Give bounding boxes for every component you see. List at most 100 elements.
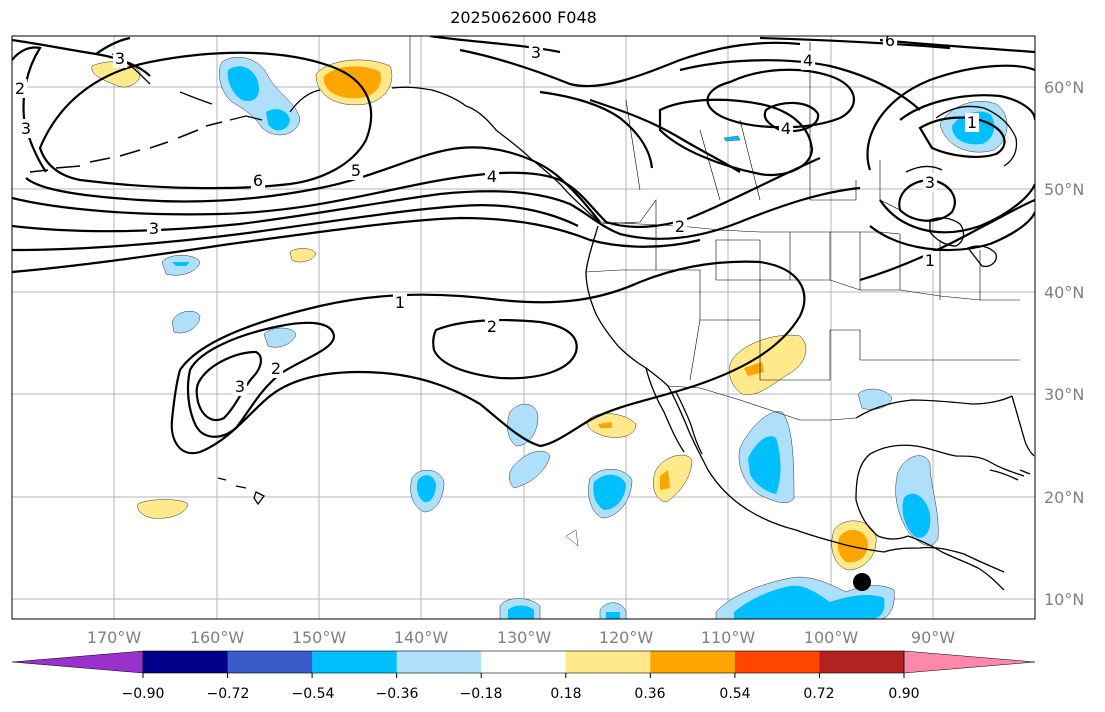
longitude-labels: 170°W 160°W 150°W 140°W 130°W 120°W 110°… <box>87 628 955 647</box>
contour-label: 1 <box>925 251 935 270</box>
lon-label: 90°W <box>911 628 955 647</box>
lon-label: 130°W <box>497 628 552 647</box>
colorbar-extend-low <box>11 650 144 674</box>
shade-negative-pacific-2 <box>171 310 201 334</box>
colorbar-segment <box>481 651 567 673</box>
contour-label-background <box>922 251 938 270</box>
contour-label-background <box>922 173 938 192</box>
lon-label: 160°W <box>190 628 245 647</box>
contour-label-background <box>250 171 266 190</box>
contour-2-pacific <box>432 319 578 380</box>
contour-label-background <box>268 359 284 378</box>
contour-label: 3 <box>115 49 125 68</box>
lat-label: 40°N <box>1044 283 1084 302</box>
colorbar <box>11 650 1036 678</box>
contour-label-background <box>392 293 408 312</box>
political-borders <box>409 36 1020 421</box>
contour-label: 3 <box>21 119 31 138</box>
contour-6 <box>38 51 373 190</box>
contour-lines <box>12 36 1035 455</box>
contour-label-background <box>112 49 128 68</box>
colorbar-tick-label: 0.54 <box>719 686 750 702</box>
contour-4 <box>12 156 821 229</box>
colorbar-tick-label: −0.72 <box>207 686 250 702</box>
lon-label: 150°W <box>292 628 347 647</box>
contour-3-canada <box>459 41 801 88</box>
colorbar-segment <box>650 651 736 673</box>
contour-5 <box>25 146 601 223</box>
contour-label-background <box>672 217 688 236</box>
contour-label: 3 <box>925 173 935 192</box>
contour-label-background <box>232 377 248 396</box>
colorbar-segment <box>565 651 651 673</box>
colorbar-segment <box>396 651 482 673</box>
shade-negative-baja-2 <box>509 450 551 489</box>
figure-title: 2025062600 F048 <box>450 8 597 27</box>
contour-2-canada <box>539 90 741 173</box>
contour-label: 4 <box>487 167 497 186</box>
contour-label-background <box>348 161 364 180</box>
colorbar-tick-label: −0.54 <box>292 686 335 702</box>
colorbar-segment <box>227 651 313 673</box>
contour-1-pacific <box>170 260 806 455</box>
contour-label-background <box>528 43 544 62</box>
colorbar-tick-label: 0.36 <box>634 686 665 702</box>
colorbar-tick-label: −0.18 <box>460 686 503 702</box>
colorbar-extend-high <box>903 650 1036 674</box>
contour-label: 4 <box>803 51 813 70</box>
lon-label: 170°W <box>87 628 142 647</box>
shade-negative-baja-1 <box>507 404 539 447</box>
shade-positive-pacific-1 <box>289 248 317 263</box>
lon-label: 120°W <box>599 628 654 647</box>
contour-label-background <box>800 51 816 70</box>
contour-label: 2 <box>15 79 25 98</box>
contour-label: 1 <box>395 293 405 312</box>
contour-4-canada <box>658 98 814 176</box>
contour-label: 2 <box>271 359 281 378</box>
colorbar-segment <box>819 651 905 673</box>
colorbar-tick-label: −0.90 <box>122 686 165 702</box>
shade-negative-alaska-core <box>227 66 260 102</box>
colorbar-tick-label: −0.36 <box>376 686 419 702</box>
contour-label-background <box>964 113 980 132</box>
shade-positive-mid <box>653 454 693 503</box>
colorbar-segment <box>734 651 820 673</box>
contour-label: 3 <box>149 219 159 238</box>
contour-3-east <box>898 178 956 222</box>
contour-label-background <box>778 119 794 138</box>
latitude-labels: 60°N 50°N 40°N 30°N 20°N 10°N <box>1044 78 1084 609</box>
lat-label: 50°N <box>1044 180 1084 199</box>
contour-label: 1 <box>967 113 977 132</box>
lon-label: 100°W <box>804 628 859 647</box>
colorbar-segment <box>312 651 398 673</box>
contour-label-background <box>12 79 28 98</box>
contour-label-background <box>484 167 500 186</box>
contour-label: 3 <box>235 377 245 396</box>
lat-label: 30°N <box>1044 385 1084 404</box>
contour-label: 4 <box>781 119 791 138</box>
contour-label: 2 <box>675 217 685 236</box>
shade-positive-hawaii <box>137 499 189 519</box>
lon-label: 110°W <box>701 628 756 647</box>
map-frame <box>11 35 1036 620</box>
contour-label: 6 <box>885 31 895 50</box>
storm-marker <box>853 573 871 591</box>
contour-label-background <box>484 317 500 336</box>
contour-label: 3 <box>531 43 541 62</box>
lat-label: 60°N <box>1044 78 1084 97</box>
lat-label: 10°N <box>1044 590 1084 609</box>
contour-label-background <box>18 119 34 138</box>
contour-1-east <box>899 94 1035 121</box>
contour-label: 2 <box>487 317 497 336</box>
colorbar-border <box>142 650 905 674</box>
contour-2-loop <box>186 321 336 438</box>
contour-label: 5 <box>351 161 361 180</box>
contour-label-background <box>146 219 162 238</box>
colorbar-tick-label: 0.18 <box>550 686 581 702</box>
contour-label-background <box>882 36 898 50</box>
lon-label: 140°W <box>394 628 449 647</box>
lat-label: 20°N <box>1044 488 1084 507</box>
anomaly-shading <box>91 57 1008 619</box>
colorbar-tick-labels: −0.90 −0.72 −0.54 −0.36 −0.18 0.18 0.36 … <box>122 686 920 702</box>
